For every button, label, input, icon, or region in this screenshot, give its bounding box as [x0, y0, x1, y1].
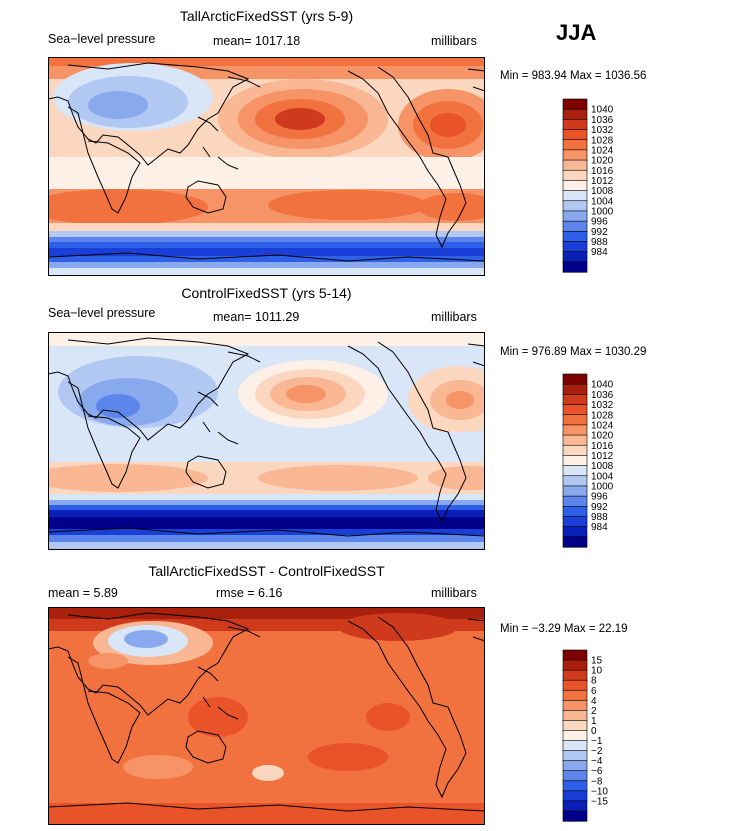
colorbar-box	[563, 405, 587, 415]
panel-3-title: TallArcticFixedSST - ControlFixedSST	[48, 563, 485, 579]
colorbar-box	[563, 252, 587, 262]
panel-2-colorbar: 1040103610321028102410201016101210081004…	[563, 374, 623, 547]
panel-3-colorbar-ticks: 1510864210−1−2−4−6−8−10−15	[591, 656, 608, 808]
colorbar-box	[563, 700, 587, 710]
panel-3-colorbar: 1510864210−1−2−4−6−8−10−15	[563, 650, 623, 821]
panel-3-colorbar-boxes	[563, 650, 587, 821]
panel-1-colorbar-boxes	[563, 99, 587, 272]
colorbar-box	[563, 150, 587, 160]
colorbar-box	[563, 191, 587, 201]
colorbar-box	[563, 801, 587, 811]
colorbar-box	[563, 231, 587, 241]
panel-1-colorbar: 1040103610321028102410201016101210081004…	[563, 99, 623, 272]
colorbar-box	[563, 710, 587, 720]
colorbar-tick-label: 984	[591, 522, 608, 533]
season-label: JJA	[556, 20, 596, 46]
colorbar-box	[563, 811, 587, 821]
panel-3-minmax: Min = −3.29 Max = 22.19	[500, 623, 628, 635]
panel-3-units-label: millibars	[431, 586, 477, 600]
panel-2-minmax: Min = 976.89 Max = 1030.29	[500, 346, 646, 358]
colorbar-box	[563, 425, 587, 435]
colorbar-box	[563, 720, 587, 730]
colorbar-box	[563, 109, 587, 119]
colorbar-box	[563, 751, 587, 761]
colorbar-box	[563, 690, 587, 700]
panel-1-minmax: Min = 983.94 Max = 1036.56	[500, 70, 646, 82]
colorbar-box	[563, 415, 587, 425]
colorbar-box	[563, 394, 587, 404]
panel-2-units-label: millibars	[431, 310, 477, 324]
panel-2-variable-label: Sea−level pressure	[48, 306, 155, 320]
colorbar-box	[563, 140, 587, 150]
colorbar-box	[563, 670, 587, 680]
colorbar-tick-label: −15	[591, 796, 608, 807]
colorbar-box	[563, 211, 587, 221]
colorbar-box	[563, 761, 587, 771]
panel-3-map	[48, 607, 485, 825]
colorbar-box	[563, 771, 587, 781]
panel-2-colorbar-boxes	[563, 374, 587, 547]
colorbar-box	[563, 119, 587, 129]
colorbar-box	[563, 781, 587, 791]
colorbar-box	[563, 466, 587, 476]
colorbar-box	[563, 180, 587, 190]
colorbar-box	[563, 374, 587, 384]
colorbar-box	[563, 680, 587, 690]
panel-2-title: ControlFixedSST (yrs 5-14)	[48, 285, 485, 301]
colorbar-box	[563, 516, 587, 526]
panel-1-map	[48, 57, 485, 276]
panel-3-rmse-label: rmse = 6.16	[216, 586, 282, 600]
colorbar-box	[563, 496, 587, 506]
colorbar-box	[563, 241, 587, 251]
colorbar-box	[563, 160, 587, 170]
colorbar-box	[563, 791, 587, 801]
panel-1-colorbar-ticks: 1040103610321028102410201016101210081004…	[591, 105, 614, 258]
panel-1-units-label: millibars	[431, 34, 477, 48]
colorbar-box	[563, 741, 587, 751]
panel-1-variable-label: Sea−level pressure	[48, 32, 155, 46]
colorbar-box	[563, 445, 587, 455]
colorbar-box	[563, 527, 587, 537]
colorbar-box	[563, 455, 587, 465]
colorbar-box	[563, 660, 587, 670]
colorbar-tick-label: 984	[591, 247, 608, 258]
panel-2-colorbar-ticks: 1040103610321028102410201016101210081004…	[591, 380, 614, 533]
colorbar-box	[563, 537, 587, 547]
colorbar-box	[563, 99, 587, 109]
panel-2-mean-label: mean= 1011.29	[213, 310, 299, 324]
colorbar-box	[563, 262, 587, 272]
colorbar-box	[563, 506, 587, 516]
panel-1-title: TallArcticFixedSST (yrs 5-9)	[48, 8, 485, 24]
colorbar-box	[563, 435, 587, 445]
colorbar-box	[563, 130, 587, 140]
colorbar-box	[563, 384, 587, 394]
colorbar-box	[563, 650, 587, 660]
colorbar-box	[563, 730, 587, 740]
colorbar-box	[563, 221, 587, 231]
panel-1-mean-label: mean= 1017.18	[213, 34, 300, 48]
colorbar-box	[563, 170, 587, 180]
colorbar-box	[563, 476, 587, 486]
colorbar-box	[563, 201, 587, 211]
panel-2-map	[48, 332, 485, 550]
panel-3-mean-label: mean = 5.89	[48, 586, 118, 600]
colorbar-box	[563, 486, 587, 496]
